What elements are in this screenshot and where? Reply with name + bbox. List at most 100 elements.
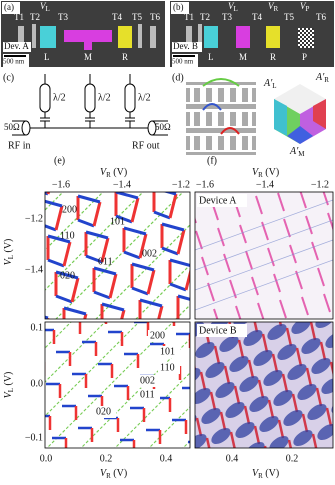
- streak: [223, 253, 231, 273]
- decoration: [220, 127, 240, 135]
- transition-line: [34, 282, 40, 306]
- streak: [213, 345, 221, 365]
- plot-frame: [44, 321, 191, 449]
- text-part: (V): [263, 167, 279, 178]
- y-axis-label: VL (V): [3, 239, 14, 266]
- decoration: [32, 24, 36, 48]
- transition-line: [47, 234, 71, 244]
- charge-region: [245, 442, 265, 448]
- transition-line: [169, 258, 190, 268]
- decoration: [274, 99, 287, 136]
- measured-map: Device A: [195, 192, 333, 319]
- streak: [229, 279, 237, 299]
- decoration: [172, 42, 202, 52]
- text-part: R: [258, 171, 263, 179]
- text-part: L: [7, 388, 15, 392]
- label-bg: [94, 406, 116, 418]
- streak: [195, 219, 333, 271]
- text-part: V: [40, 1, 47, 11]
- transition-line: [177, 294, 190, 301]
- transition-line: [162, 192, 177, 196]
- gate-label: T4: [112, 12, 122, 22]
- decoration: [124, 73, 136, 129]
- charge-region: [263, 370, 283, 386]
- transition-line: [77, 194, 101, 204]
- transition-line: [18, 276, 40, 282]
- decoration: [39, 83, 51, 113]
- streak: [281, 373, 289, 393]
- label-bg: [197, 194, 247, 207]
- text-part: R: [274, 5, 279, 13]
- gate-label: T3: [58, 12, 68, 22]
- charge-state: 002: [140, 375, 155, 386]
- scale-bar: 500 nm: [3, 58, 25, 66]
- x-tick-label: −1.4: [256, 179, 274, 190]
- transition-line: [135, 264, 190, 319]
- gate-voltage: VP: [300, 1, 310, 13]
- charge-region: [253, 350, 273, 366]
- panel-label: (d): [172, 72, 184, 83]
- charge-state: 101: [160, 346, 175, 357]
- decoration: [202, 78, 240, 87]
- streak: [301, 413, 309, 433]
- charge-region: [205, 362, 225, 378]
- text-part: V: [268, 1, 275, 11]
- decoration: [186, 82, 256, 85]
- decoration: [84, 73, 96, 129]
- transition-line: [146, 152, 168, 158]
- maps: 200 101 110 002 011 020 200 101 110 002 011 020 Devi…: [0, 152, 334, 476]
- gate-label: T2: [30, 12, 40, 22]
- gate-label: T6: [150, 12, 160, 22]
- x-tick-label: 0.0: [40, 453, 53, 464]
- decoration: [186, 88, 190, 102]
- transition-line: [120, 309, 126, 319]
- charge-region: [195, 388, 211, 404]
- streak: [253, 425, 261, 445]
- streak: [257, 302, 265, 319]
- gate-label: T2: [200, 12, 210, 22]
- charge-region: [307, 404, 327, 420]
- transition-line: [0, 192, 10, 198]
- y-tick-label: −1.4: [25, 264, 43, 275]
- decoration: [186, 104, 256, 107]
- dot-label: M: [239, 52, 247, 62]
- panel-label: (a): [4, 2, 14, 12]
- text-part: (V): [111, 167, 127, 178]
- transition-line: [162, 158, 168, 182]
- transition-line: [55, 192, 184, 319]
- streak: [283, 218, 291, 238]
- decoration: [150, 26, 156, 48]
- transition-line: [153, 210, 171, 220]
- streak: [195, 230, 203, 250]
- measured-map: Device B: [195, 322, 333, 476]
- streak: [305, 215, 313, 235]
- text-part: A′: [315, 72, 325, 83]
- charge-region: [239, 376, 259, 392]
- charge-region: [243, 330, 263, 346]
- decoration: [39, 74, 51, 128]
- decoration: [313, 99, 326, 129]
- gate-m: [236, 26, 250, 48]
- streak: [311, 241, 319, 261]
- streak: [195, 259, 333, 311]
- transition-line: [85, 230, 109, 240]
- streak: [235, 305, 242, 319]
- gate-label: T1: [184, 12, 194, 22]
- x-tick-label: 0.4: [160, 453, 173, 464]
- streak: [205, 437, 211, 448]
- streak: [287, 439, 293, 448]
- streak: [301, 296, 309, 316]
- streak: [267, 247, 275, 267]
- transition-line: [175, 304, 190, 319]
- streak: [217, 458, 221, 476]
- dot-label: P: [302, 52, 307, 62]
- text-part: A′: [263, 78, 273, 89]
- map-bg: [195, 192, 333, 319]
- streak: [319, 341, 327, 361]
- port-label: RF in: [8, 140, 31, 151]
- transition-line: [108, 273, 118, 299]
- streak: [329, 361, 333, 377]
- charge-region: [225, 402, 245, 418]
- transition-line: [77, 218, 95, 228]
